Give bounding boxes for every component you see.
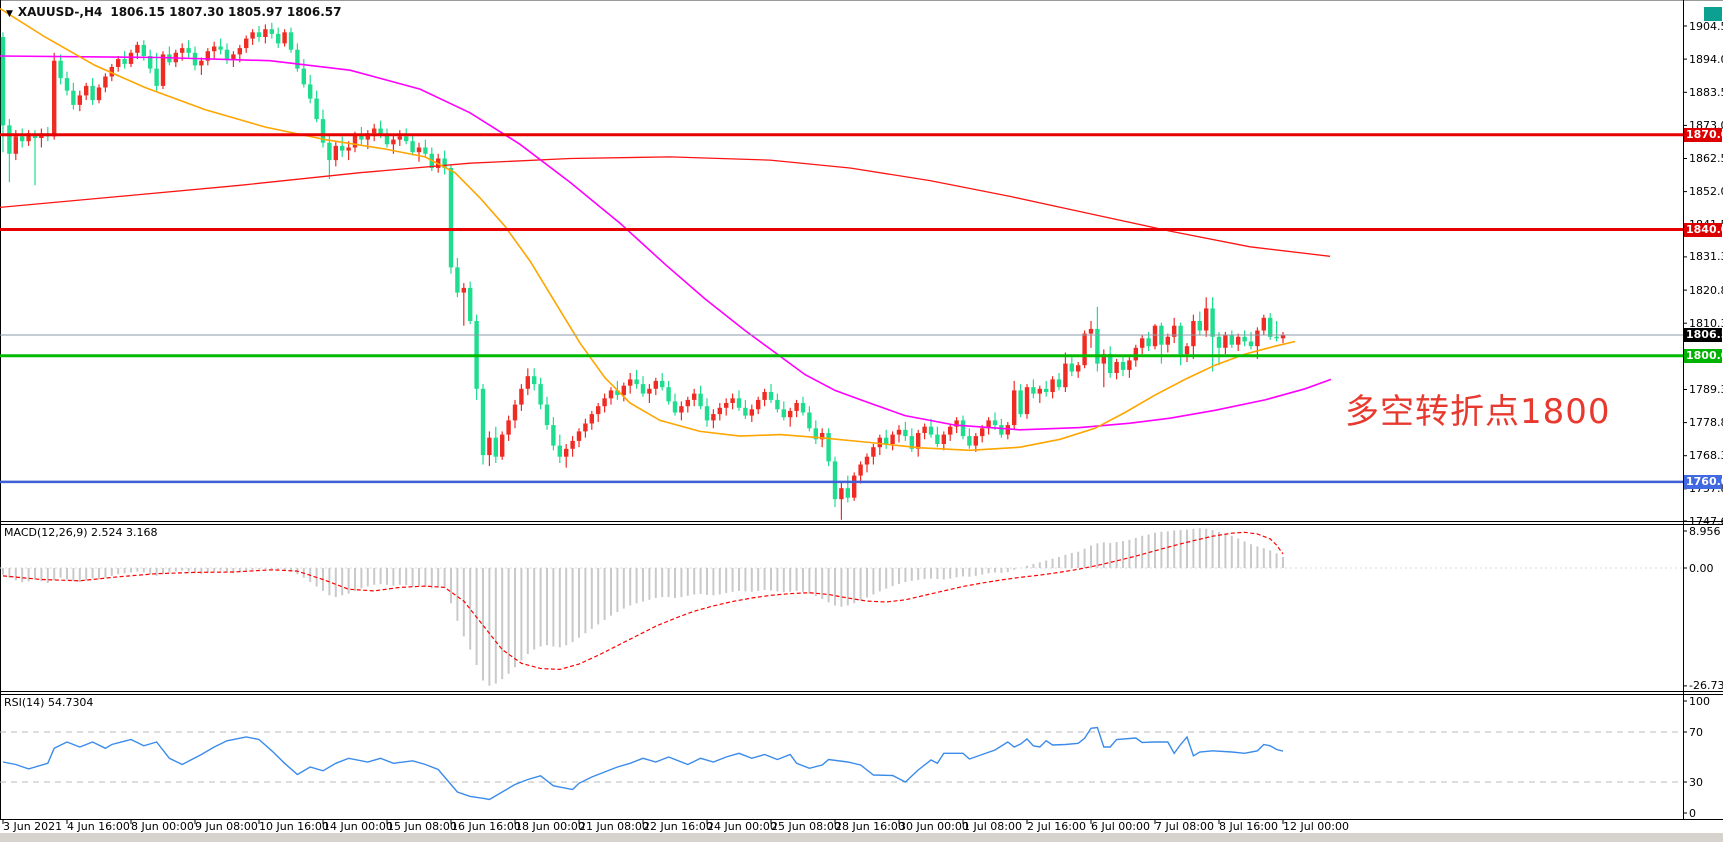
chart-shift-marker[interactable]	[1704, 7, 1722, 21]
price-tag-1760.00: 1760.00	[1684, 474, 1723, 489]
date-axis-label: 12 Jul 00:00	[1283, 820, 1349, 833]
chart-annotation-text: 多空转折点1800	[1345, 392, 1611, 432]
price-axis-label: 1820.80	[1689, 283, 1723, 297]
rsi-line	[2, 726, 1284, 801]
candles	[0, 22, 1286, 520]
date-axis-label: 21 Jun 08:00	[579, 820, 649, 833]
chart-title: ▼ XAUUSD-,H4 1806.15 1807.30 1805.97 1806.…	[6, 5, 342, 19]
ohlc-readout: 1806.15 1807.30 1805.97 1806.57	[110, 5, 342, 19]
price-axis-label: 1831.30	[1689, 250, 1723, 264]
date-axis-label: 28 Jun 16:00	[835, 820, 905, 833]
price-axis-label: 1862.50	[1689, 152, 1723, 165]
rsi-axis-label: 100	[1689, 694, 1710, 708]
price-axis-label: 1810.30	[1689, 316, 1723, 330]
time-axis[interactable]: 3 Jun 2021 4 Jun 16:00 8 Jun 00:00 9 Jun 08…	[0, 819, 1683, 833]
macd-axis-label: 0.00	[1689, 561, 1714, 575]
macd-signal-line	[2, 531, 1284, 671]
symbol-timeframe-label: XAUUSD-,H4	[17, 5, 103, 19]
date-axis-label: 22 Jun 16:00	[643, 820, 713, 833]
date-axis-label: 8 Jun 00:00	[131, 820, 194, 833]
date-axis-label: 10 Jun 16:00	[259, 820, 329, 833]
rsi-indicator-label: RSI(14) 54.7304	[4, 696, 94, 709]
date-axis-label: 7 Jul 08:00	[1155, 820, 1214, 833]
price-axis-label: 1789.30	[1689, 383, 1723, 396]
price-tag-1800.00: 1800.00	[1684, 348, 1723, 363]
symbol-dropdown-icon[interactable]: ▼	[6, 9, 13, 19]
date-axis-label: 16 Jun 16:00	[451, 820, 521, 833]
date-axis-label: 1 Jul 08:00	[963, 820, 1022, 833]
date-axis-label: 18 Jun 00:00	[515, 820, 585, 833]
price-axis-label: 1904.50	[1689, 19, 1723, 33]
ma-red-line	[0, 156, 1331, 257]
date-axis-label: 24 Jun 00:00	[707, 820, 777, 833]
price-axis-label: 1747.60	[1689, 514, 1723, 528]
price-tag-1840.00: 1840.00	[1684, 222, 1723, 237]
price-axis-label: 1778.80	[1689, 416, 1723, 430]
ma-magenta-line	[0, 55, 1332, 431]
date-axis-label: 14 Jun 00:00	[323, 820, 393, 833]
macd-indicator-label: MACD(12,26,9) 2.524 3.168	[4, 526, 158, 539]
date-axis-label: 15 Jun 08:00	[387, 820, 457, 833]
price-axis[interactable]: 1904.501894.001883.501873.001862.501852.…	[1683, 0, 1723, 820]
price-axis-label: 1852.00	[1689, 185, 1723, 199]
date-axis-label: 30 Jun 00:00	[899, 820, 969, 833]
date-axis-label: 25 Jun 08:00	[771, 820, 841, 833]
price-axis-label: 1883.50	[1689, 85, 1723, 99]
date-axis-label: 6 Jul 00:00	[1091, 820, 1150, 833]
date-axis-label: 4 Jun 16:00	[67, 820, 130, 833]
price-axis-label: 1894.00	[1689, 52, 1723, 66]
window-bottom-edge	[0, 833, 1723, 842]
date-axis-label: 8 Jul 16:00	[1219, 820, 1278, 833]
date-axis-label: 3 Jun 2021	[3, 820, 63, 833]
date-axis-label: 9 Jun 08:00	[195, 820, 258, 833]
rsi-axis-label: 30	[1689, 775, 1703, 789]
price-axis-label: 1768.30	[1689, 449, 1723, 463]
date-axis-label: 2 Jul 16:00	[1027, 820, 1086, 833]
price-tag-1870.00: 1870.00	[1684, 127, 1723, 142]
macd-axis-label: -26.731	[1689, 679, 1723, 693]
price-tag-1806.57: 1806.57	[1684, 328, 1723, 342]
macd-axis-label: 8.956	[1689, 524, 1721, 538]
rsi-axis-label: 70	[1689, 725, 1703, 739]
rsi-axis-label: 0	[1689, 806, 1696, 820]
